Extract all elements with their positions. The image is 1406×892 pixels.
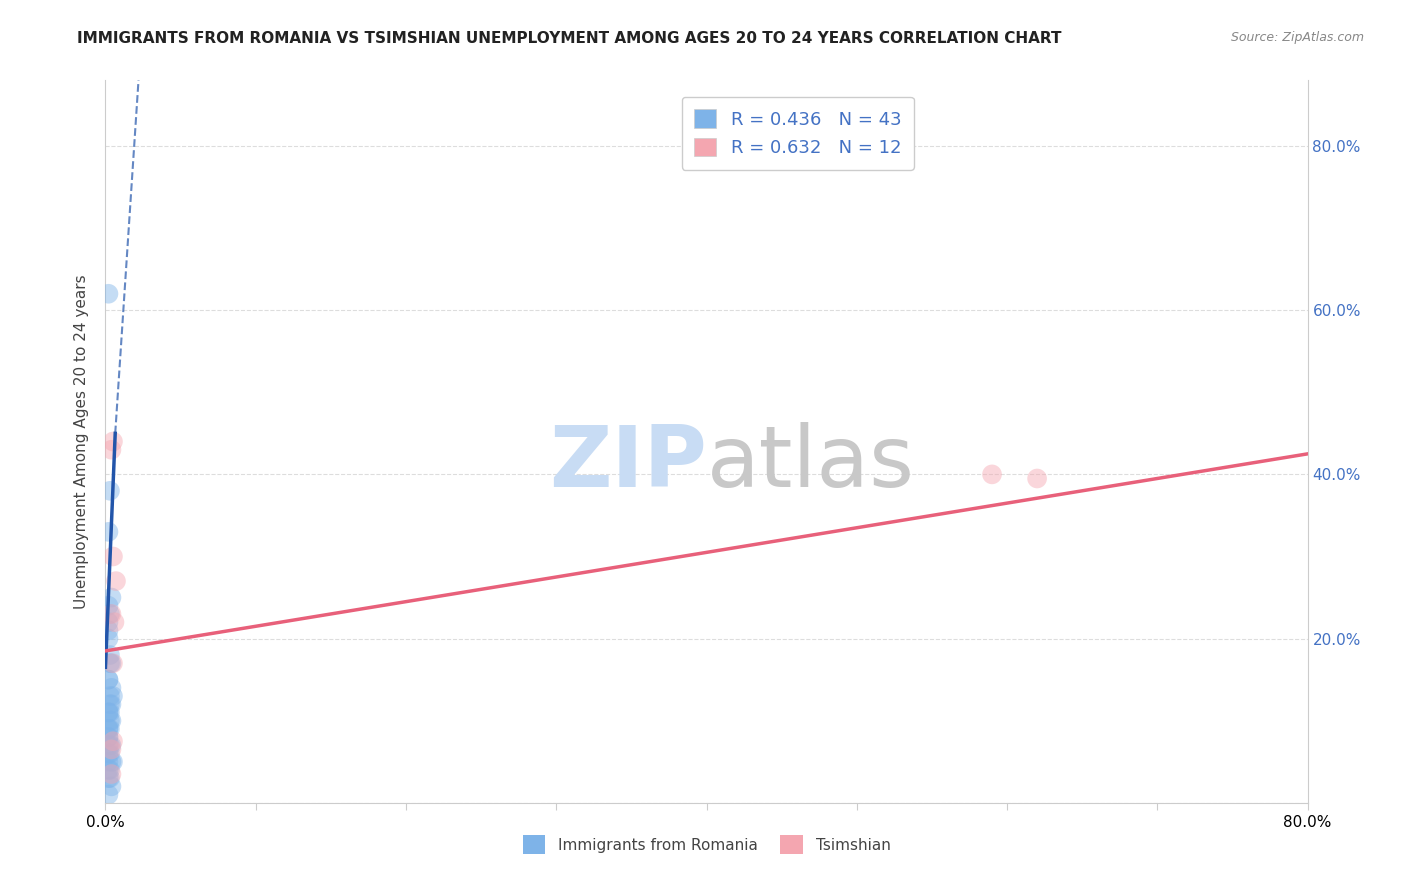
- Point: [97, 673, 120, 687]
- Point: [98, 607, 121, 621]
- Point: [98, 657, 121, 671]
- Point: [97, 722, 120, 736]
- Point: [98, 771, 121, 785]
- Point: [98, 722, 121, 736]
- Point: [98, 648, 121, 662]
- Point: [97, 286, 120, 301]
- Point: [100, 714, 122, 728]
- Point: [98, 483, 121, 498]
- Point: [104, 574, 127, 588]
- Point: [101, 689, 124, 703]
- Point: [100, 442, 122, 457]
- Point: [97, 730, 120, 744]
- Point: [103, 615, 125, 630]
- Point: [100, 698, 122, 712]
- Point: [97, 624, 120, 638]
- Point: [981, 467, 1004, 482]
- Point: [97, 722, 120, 736]
- Point: [100, 607, 122, 621]
- Legend: Immigrants from Romania, Tsimshian: Immigrants from Romania, Tsimshian: [516, 830, 897, 860]
- Point: [98, 763, 121, 777]
- Point: [97, 747, 120, 761]
- Point: [100, 591, 122, 605]
- Text: Source: ZipAtlas.com: Source: ZipAtlas.com: [1230, 31, 1364, 45]
- Point: [100, 780, 122, 794]
- Point: [98, 698, 121, 712]
- Point: [100, 681, 122, 695]
- Point: [100, 742, 122, 756]
- Point: [100, 739, 122, 753]
- Text: atlas: atlas: [707, 422, 914, 505]
- Point: [101, 434, 124, 449]
- Point: [97, 524, 120, 539]
- Point: [97, 673, 120, 687]
- Point: [97, 739, 120, 753]
- Point: [97, 771, 120, 785]
- Point: [97, 632, 120, 646]
- Text: ZIP: ZIP: [548, 422, 707, 505]
- Point: [97, 706, 120, 720]
- Point: [98, 747, 121, 761]
- Point: [97, 763, 120, 777]
- Point: [101, 549, 124, 564]
- Point: [101, 734, 124, 748]
- Point: [100, 767, 122, 781]
- Point: [101, 657, 124, 671]
- Point: [98, 706, 121, 720]
- Point: [97, 706, 120, 720]
- Point: [98, 739, 121, 753]
- Point: [100, 657, 122, 671]
- Point: [97, 788, 120, 802]
- Point: [97, 615, 120, 630]
- Point: [1026, 471, 1049, 485]
- Point: [97, 730, 120, 744]
- Y-axis label: Unemployment Among Ages 20 to 24 years: Unemployment Among Ages 20 to 24 years: [75, 274, 90, 609]
- Point: [101, 755, 124, 769]
- Point: [97, 599, 120, 613]
- Point: [97, 755, 120, 769]
- Point: [98, 714, 121, 728]
- Text: IMMIGRANTS FROM ROMANIA VS TSIMSHIAN UNEMPLOYMENT AMONG AGES 20 TO 24 YEARS CORR: IMMIGRANTS FROM ROMANIA VS TSIMSHIAN UNE…: [77, 31, 1062, 46]
- Point: [98, 689, 121, 703]
- Point: [100, 755, 122, 769]
